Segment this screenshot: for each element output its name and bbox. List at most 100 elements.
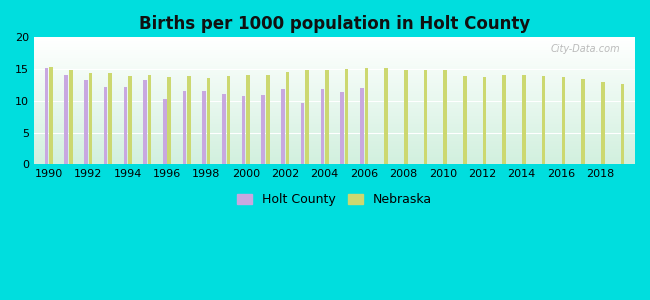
Bar xyxy=(34,155,635,156)
Bar xyxy=(34,124,635,125)
Bar xyxy=(34,99,635,100)
Bar xyxy=(266,75,270,164)
Bar xyxy=(187,76,190,164)
Bar xyxy=(341,92,344,164)
Bar xyxy=(522,75,526,164)
Bar xyxy=(143,80,147,164)
Bar xyxy=(34,131,635,132)
Bar xyxy=(34,111,635,112)
Bar xyxy=(34,80,635,81)
Bar xyxy=(88,73,92,164)
Bar xyxy=(325,70,329,164)
Bar xyxy=(34,132,635,133)
Bar xyxy=(542,76,545,164)
Bar xyxy=(104,87,107,164)
Bar xyxy=(246,75,250,164)
Bar xyxy=(34,57,635,58)
Bar xyxy=(34,91,635,92)
Bar xyxy=(64,75,68,164)
Bar xyxy=(34,154,635,155)
Bar xyxy=(34,60,635,61)
Bar xyxy=(34,129,635,130)
Bar xyxy=(124,88,127,164)
Bar xyxy=(34,50,635,51)
Bar xyxy=(34,44,635,45)
Bar xyxy=(84,80,88,164)
Bar xyxy=(34,122,635,123)
Bar xyxy=(34,69,635,70)
Bar xyxy=(34,43,635,44)
Bar xyxy=(34,116,635,117)
Bar xyxy=(34,68,635,69)
Bar xyxy=(34,120,635,121)
Bar xyxy=(320,89,324,164)
Bar xyxy=(34,163,635,164)
Bar xyxy=(34,151,635,152)
Bar xyxy=(34,158,635,159)
Bar xyxy=(34,141,635,142)
Bar xyxy=(34,78,635,79)
Bar xyxy=(34,101,635,102)
Bar xyxy=(34,140,635,141)
Bar xyxy=(227,76,230,164)
Bar xyxy=(34,61,635,62)
Bar xyxy=(34,65,635,66)
Bar xyxy=(163,99,166,164)
Bar xyxy=(202,91,206,164)
Bar xyxy=(34,46,635,47)
Bar xyxy=(34,150,635,151)
Bar xyxy=(34,159,635,160)
Bar xyxy=(34,109,635,110)
Bar xyxy=(148,75,151,164)
Bar xyxy=(34,118,635,119)
Bar xyxy=(365,68,368,164)
Bar xyxy=(34,108,635,109)
Bar xyxy=(562,77,565,164)
Bar xyxy=(34,53,635,54)
Bar xyxy=(34,40,635,41)
Bar xyxy=(34,96,635,97)
Bar xyxy=(483,77,486,164)
Bar xyxy=(34,79,635,80)
Bar xyxy=(34,63,635,64)
Bar xyxy=(34,83,635,84)
Bar xyxy=(34,94,635,95)
Bar xyxy=(34,121,635,122)
Bar xyxy=(34,42,635,43)
Bar xyxy=(34,67,635,68)
Bar xyxy=(34,113,635,114)
Bar xyxy=(424,70,427,164)
Bar xyxy=(34,73,635,74)
Bar xyxy=(34,88,635,89)
Bar xyxy=(261,95,265,164)
Bar xyxy=(34,59,635,60)
Bar xyxy=(34,114,635,115)
Bar xyxy=(34,154,635,155)
Bar xyxy=(286,72,289,164)
Bar xyxy=(34,156,635,157)
Bar xyxy=(306,70,309,164)
Bar xyxy=(34,98,635,99)
Bar xyxy=(34,142,635,143)
Bar xyxy=(34,112,635,113)
Bar xyxy=(34,103,635,104)
Bar xyxy=(384,68,388,164)
Bar xyxy=(34,100,635,101)
Bar xyxy=(34,38,635,39)
Bar xyxy=(34,90,635,91)
Bar xyxy=(34,104,635,105)
Bar xyxy=(34,95,635,96)
Bar xyxy=(34,93,635,94)
Bar xyxy=(34,144,635,145)
Bar xyxy=(34,125,635,126)
Bar xyxy=(34,146,635,147)
Bar xyxy=(34,37,635,38)
Bar xyxy=(34,64,635,65)
Bar xyxy=(34,84,635,85)
Bar xyxy=(34,134,635,135)
Bar xyxy=(34,115,635,116)
Bar xyxy=(443,70,447,164)
Bar xyxy=(34,54,635,55)
Bar xyxy=(34,85,635,86)
Bar xyxy=(621,84,624,164)
